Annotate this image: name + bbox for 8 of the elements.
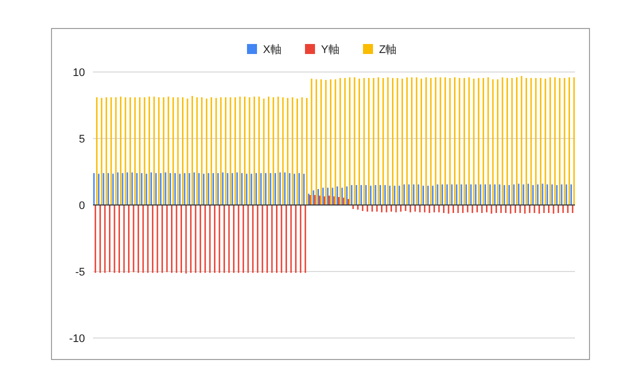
legend-label: Z軸 (379, 43, 397, 56)
y-tick-label: -5 (75, 266, 85, 278)
y-tick-label: 5 (78, 134, 85, 146)
legend-label: X軸 (263, 43, 282, 56)
y-tick-label: -10 (69, 333, 85, 345)
y-tick-label: 0 (78, 200, 85, 212)
legend-label: Y軸 (321, 43, 340, 56)
y-tick-label: 10 (72, 67, 85, 79)
